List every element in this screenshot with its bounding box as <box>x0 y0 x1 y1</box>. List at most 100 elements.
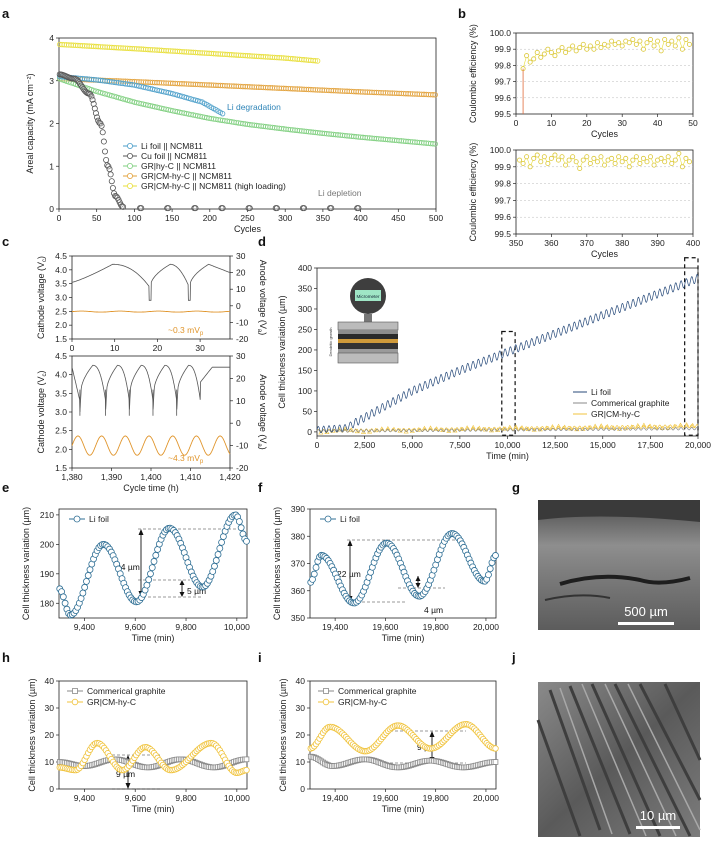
data-point <box>626 40 632 46</box>
data-point <box>591 46 597 52</box>
data-point <box>409 428 415 433</box>
x-tick-label: 19,400 <box>322 622 348 632</box>
data-point-1 <box>355 205 362 212</box>
y-axis-label: Cathode voltage (Vc) <box>36 370 48 453</box>
data-point <box>152 551 160 559</box>
y-tick-label: 99.8 <box>494 60 511 70</box>
x-tick-label: 5,000 <box>402 440 424 450</box>
data-point <box>237 524 245 532</box>
y-tick-label: 350 <box>291 613 305 623</box>
data-point-2 <box>432 141 438 147</box>
data-point <box>570 43 576 49</box>
y-tick-label: 99.9 <box>494 44 511 54</box>
y-axis-label-sub: c <box>42 373 48 376</box>
y2-tick-label: 20 <box>236 268 246 278</box>
legend-marker <box>127 182 134 189</box>
data-point <box>538 159 544 165</box>
data-point <box>690 422 696 428</box>
y-tick-label: 4.0 <box>55 370 67 380</box>
y2-tick-label: 10 <box>236 284 246 294</box>
y-tick-label: 350 <box>298 283 312 293</box>
cathode-voltage-line <box>71 364 230 413</box>
x-tick-label: 20,000 <box>473 793 499 803</box>
data-point <box>626 164 632 170</box>
legend-label: GR|CM-hy-C <box>591 409 640 419</box>
x-tick-label: 350 <box>509 238 523 248</box>
legend-marker <box>71 698 79 706</box>
legend-marker <box>127 152 134 159</box>
data-point <box>630 36 636 42</box>
y-tick-label: 4.0 <box>55 265 67 275</box>
chart-f: 19,400 19,600 19,800 20,000 Time (min) 350 360… <box>272 504 499 643</box>
legend-marker <box>322 698 330 706</box>
data-point <box>648 36 654 42</box>
data-point-hy <box>243 766 250 774</box>
y-tick-label: 370 <box>291 559 305 569</box>
y2-axis-label-sub: a <box>256 443 262 447</box>
legend-label: Commerical graphite <box>591 398 670 408</box>
y-tick-label: 99.8 <box>494 179 511 189</box>
data-point <box>633 41 639 47</box>
x-tick-label: 15,000 <box>590 440 616 450</box>
chart-e: 9,400 9,600 9,800 10,000 Time (min) 180 190 200… <box>21 507 250 643</box>
x-tick-label: 9,600 <box>125 793 147 803</box>
y-tick-label: 99.5 <box>494 229 511 239</box>
data-point-1 <box>138 205 145 212</box>
data-point <box>669 38 675 44</box>
data-point <box>662 159 668 165</box>
x-tick-label: 500 <box>429 213 443 223</box>
x-tick-label: 19,600 <box>372 793 398 803</box>
y-tick-label: 99.7 <box>494 77 511 87</box>
data-point <box>679 46 685 52</box>
y-tick-label: 99.7 <box>494 195 511 205</box>
dendritic-growth-label: Dendritic growth <box>328 328 333 357</box>
data-point <box>598 154 604 160</box>
charts-layer: 0 50 100 150 200 250 300 350 400 450 500Cycles0123… <box>21 24 711 814</box>
legend-label: GR|hy-C || NCM811 <box>141 161 216 171</box>
legend-marker <box>73 515 81 523</box>
data-point <box>545 46 551 52</box>
x-axis-label: Cycles <box>234 224 262 234</box>
legend-label: GR|CM-hy-C <box>87 697 136 707</box>
y-tick-label: 0 <box>307 427 312 437</box>
data-point <box>243 537 250 545</box>
plot-frame-c2 <box>71 355 231 469</box>
data-point <box>485 571 492 579</box>
data-point <box>686 159 692 165</box>
legend-label: Commerical graphite <box>338 686 417 696</box>
y-tick-label: 4.5 <box>55 351 67 361</box>
annotation-h-text: 9 µm <box>116 769 135 779</box>
data-point <box>214 551 222 558</box>
annotation-li-depletion: Li depletion <box>318 188 362 198</box>
y-tick-label: 20 <box>45 730 55 740</box>
data-point <box>619 43 625 49</box>
y2-tick-label: -20 <box>236 334 249 344</box>
y-tick-label: 0 <box>49 784 54 794</box>
y-tick-label: 250 <box>298 324 312 334</box>
data-point <box>587 160 593 166</box>
annotation-li-degradation: Li degradation <box>227 102 281 112</box>
x-tick-label: 19,400 <box>322 793 348 803</box>
y-tick-label: 2.0 <box>55 444 67 454</box>
x-tick-label: 200 <box>203 213 217 223</box>
data-point <box>212 557 220 564</box>
data-point <box>672 157 678 163</box>
y-tick-label: 2.5 <box>55 426 67 436</box>
data-point-1 <box>273 205 280 212</box>
y-tick-label: 400 <box>298 263 312 273</box>
data-point <box>573 159 579 165</box>
data-point <box>672 43 678 49</box>
plot-frame-b2 <box>515 149 694 235</box>
data-point <box>524 154 530 160</box>
y-axis-label: Cell thickness variation (µm) <box>278 678 288 791</box>
x-axis-label: Cycle time (h) <box>123 483 179 493</box>
x-tick-label: 9,800 <box>175 622 197 632</box>
data-point <box>616 154 622 160</box>
data-point <box>580 157 586 163</box>
data-point <box>150 558 158 565</box>
data-point <box>644 159 650 165</box>
data-point <box>373 427 379 433</box>
x-tick-label: 10,000 <box>495 440 521 450</box>
annotation-c-top: ~0.3 mVp <box>168 325 204 337</box>
annotation-e-big: 24 µm <box>116 562 140 572</box>
